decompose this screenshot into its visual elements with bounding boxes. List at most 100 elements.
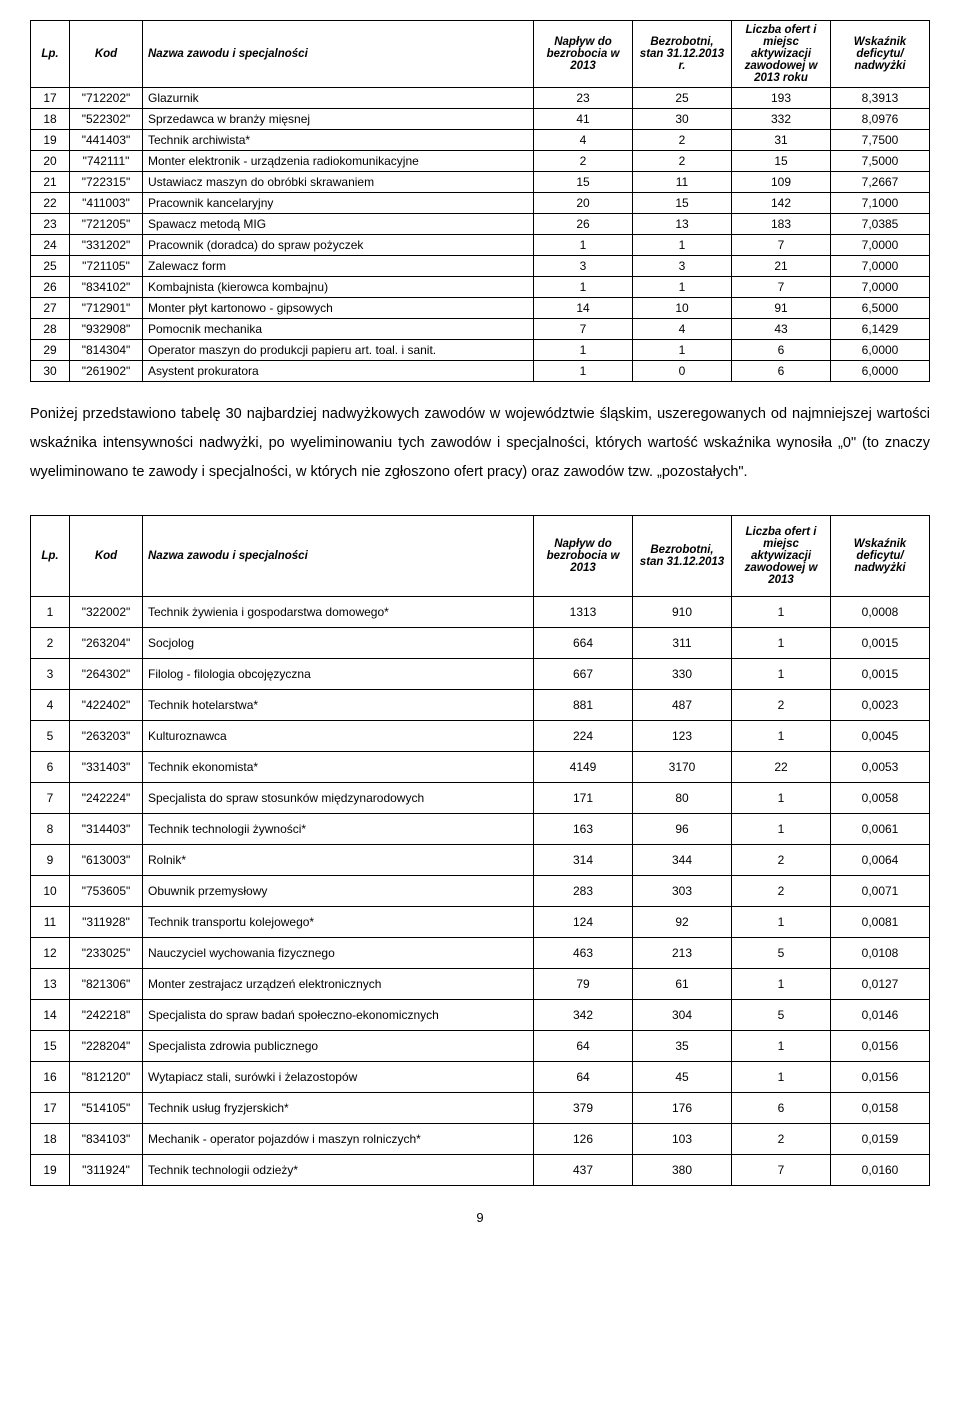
table-row: 7"242224"Specjalista do spraw stosunków … [31, 783, 930, 814]
table-row: 1"322002"Technik żywienia i gospodarstwa… [31, 597, 930, 628]
cell: 487 [633, 690, 732, 721]
cell: 3 [633, 256, 732, 277]
cell: 96 [633, 814, 732, 845]
cell: Wytapiacz stali, surówki i żelazostopów [143, 1062, 534, 1093]
cell: 163 [534, 814, 633, 845]
cell: 35 [633, 1031, 732, 1062]
cell: 13 [633, 214, 732, 235]
cell: 17 [31, 88, 70, 109]
cell: 0,0064 [831, 845, 930, 876]
cell: 16 [31, 1062, 70, 1093]
cell: 1 [732, 783, 831, 814]
cell: Monter elektronik - urządzenia radiokomu… [143, 151, 534, 172]
table-row: 20"742111"Monter elektronik - urządzenia… [31, 151, 930, 172]
cell: 193 [732, 88, 831, 109]
cell: 11 [31, 907, 70, 938]
cell: 6,1429 [831, 319, 930, 340]
cell: 1 [732, 1062, 831, 1093]
table-row: 22"411003"Pracownik kancelaryjny20151427… [31, 193, 930, 214]
cell: 6,0000 [831, 340, 930, 361]
col-bezrobotni: Bezrobotni, stan 31.12.2013 [633, 516, 732, 597]
cell: 437 [534, 1155, 633, 1186]
cell: Pracownik kancelaryjny [143, 193, 534, 214]
cell: 1 [534, 277, 633, 298]
cell: Technik transportu kolejowego* [143, 907, 534, 938]
cell: 881 [534, 690, 633, 721]
cell: 0,0146 [831, 1000, 930, 1031]
cell: 5 [31, 721, 70, 752]
cell: 311 [633, 628, 732, 659]
cell: 10 [633, 298, 732, 319]
cell: 15 [633, 193, 732, 214]
cell: 80 [633, 783, 732, 814]
table-row: 27"712901"Monter płyt kartonowo - gipsow… [31, 298, 930, 319]
cell: 7,0385 [831, 214, 930, 235]
cell: "932908" [70, 319, 143, 340]
table-row: 19"311924"Technik technologii odzieży*43… [31, 1155, 930, 1186]
cell: 3 [31, 659, 70, 690]
cell: Sprzedawca w branży mięsnej [143, 109, 534, 130]
col-nazwa: Nazwa zawodu i specjalności [143, 516, 534, 597]
cell: 25 [31, 256, 70, 277]
cell: Technik ekonomista* [143, 752, 534, 783]
cell: 15 [534, 172, 633, 193]
cell: 0,0071 [831, 876, 930, 907]
cell: 342 [534, 1000, 633, 1031]
cell: 20 [31, 151, 70, 172]
cell: "242218" [70, 1000, 143, 1031]
cell: 79 [534, 969, 633, 1000]
cell: Filolog - filologia obcojęzyczna [143, 659, 534, 690]
table-deficit-part: Lp. Kod Nazwa zawodu i specjalności Napł… [30, 20, 930, 382]
col-oferty: Liczba ofert i miejsc aktywizacji zawodo… [732, 21, 831, 88]
cell: "331202" [70, 235, 143, 256]
cell: "441403" [70, 130, 143, 151]
cell: 0,0160 [831, 1155, 930, 1186]
cell: 26 [534, 214, 633, 235]
table-row: 14"242218"Specjalista do spraw badań spo… [31, 1000, 930, 1031]
cell: 45 [633, 1062, 732, 1093]
cell: Ustawiacz maszyn do obróbki skrawaniem [143, 172, 534, 193]
cell: Spawacz metodą MIG [143, 214, 534, 235]
col-kod: Kod [70, 516, 143, 597]
cell: 7,7500 [831, 130, 930, 151]
cell: 9 [31, 845, 70, 876]
cell: 12 [31, 938, 70, 969]
cell: 11 [633, 172, 732, 193]
cell: 1 [534, 340, 633, 361]
cell: 28 [31, 319, 70, 340]
cell: 379 [534, 1093, 633, 1124]
cell: 1 [534, 361, 633, 382]
cell: Asystent prokuratora [143, 361, 534, 382]
cell: "721205" [70, 214, 143, 235]
cell: 2 [732, 1124, 831, 1155]
col-nazwa: Nazwa zawodu i specjalności [143, 21, 534, 88]
cell: 1 [732, 969, 831, 1000]
cell: "264302" [70, 659, 143, 690]
cell: Monter płyt kartonowo - gipsowych [143, 298, 534, 319]
table-row: 19"441403"Technik archiwista*42317,7500 [31, 130, 930, 151]
cell: 2 [534, 151, 633, 172]
cell: 22 [732, 752, 831, 783]
cell: 22 [31, 193, 70, 214]
cell: 0,0045 [831, 721, 930, 752]
cell: Glazurnik [143, 88, 534, 109]
cell: 91 [732, 298, 831, 319]
cell: 2 [732, 876, 831, 907]
cell: Technik hotelarstwa* [143, 690, 534, 721]
cell: 176 [633, 1093, 732, 1124]
cell: Specjalista do spraw stosunków międzynar… [143, 783, 534, 814]
cell: 20 [534, 193, 633, 214]
cell: 21 [732, 256, 831, 277]
cell: 0,0023 [831, 690, 930, 721]
cell: 92 [633, 907, 732, 938]
cell: 4 [534, 130, 633, 151]
cell: 1 [633, 277, 732, 298]
col-kod: Kod [70, 21, 143, 88]
cell: "514105" [70, 1093, 143, 1124]
col-lp: Lp. [31, 516, 70, 597]
table-row: 2"263204"Socjolog66431110,0015 [31, 628, 930, 659]
col-naplyw: Napływ do bezrobocia w 2013 [534, 516, 633, 597]
cell: "834102" [70, 277, 143, 298]
cell: Monter zestrajacz urządzeń elektroniczny… [143, 969, 534, 1000]
cell: 27 [31, 298, 70, 319]
